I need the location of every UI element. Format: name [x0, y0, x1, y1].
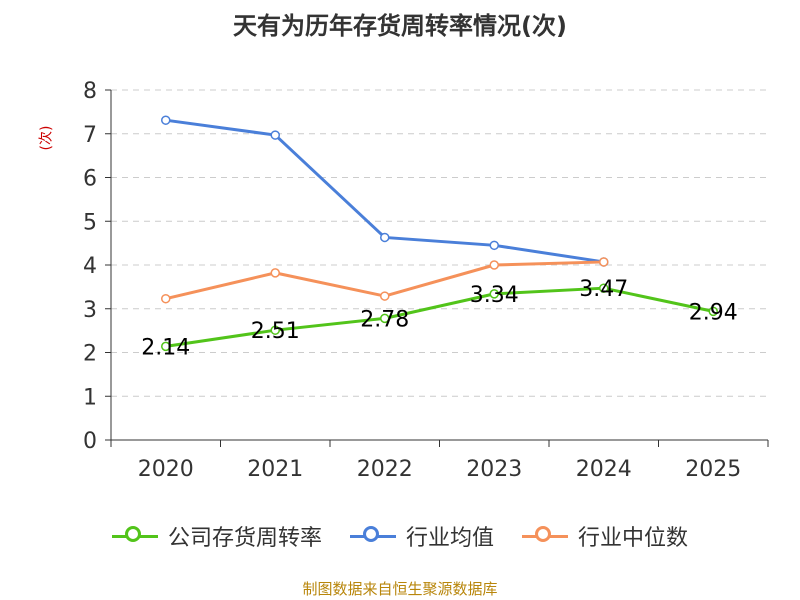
data-point	[161, 293, 171, 304]
data-point	[489, 289, 499, 299]
legend-label: 行业均值	[405, 526, 494, 551]
legend: 公司存货周转率 行业均值 行业中位数	[0, 520, 800, 552]
y-tick-label: 8	[83, 79, 97, 104]
x-tick-label: 2020	[138, 457, 194, 482]
axes: 0 1 2 3 4 5 6 7 8 2020 2021 2022 2023 2024 2025	[83, 79, 769, 482]
y-tick-label: 1	[83, 385, 97, 410]
x-tick-label: 2022	[357, 457, 413, 482]
x-tick-label: 2024	[576, 457, 632, 482]
y-tick-label: 2	[83, 342, 97, 367]
y-tick-label: 0	[83, 429, 97, 454]
data-point	[161, 341, 171, 352]
data-label: 2.51	[251, 319, 300, 344]
legend-item-0[interactable]: 公司存货周转率	[111, 520, 322, 552]
data-point	[599, 257, 609, 267]
data-label: 3.34	[470, 283, 519, 308]
series-group	[161, 115, 718, 352]
data-point	[270, 268, 280, 278]
legend-label: 公司存货周转率	[167, 526, 322, 551]
y-tick-label: 3	[83, 298, 97, 323]
grid-lines	[111, 89, 768, 397]
data-labels: 2.14 2.51 2.78 3.34 3.47 2.94	[141, 277, 737, 360]
legend-label: 行业中位数	[578, 526, 689, 551]
data-point	[270, 325, 280, 335]
data-point	[380, 313, 390, 324]
data-point	[708, 306, 718, 317]
data-label: 3.47	[579, 277, 628, 302]
legend-swatch-icon	[111, 524, 158, 548]
legend-swatch-icon	[349, 524, 396, 548]
x-tick-label: 2023	[466, 457, 522, 482]
series-line-0	[165, 286, 714, 348]
data-point	[161, 115, 171, 125]
data-label: 2.78	[360, 307, 409, 332]
legend-swatch-icon	[522, 524, 568, 548]
data-label: 2.14	[141, 335, 190, 360]
data-point	[380, 291, 390, 301]
data-point	[489, 260, 499, 270]
x-tick-label: 2025	[685, 457, 741, 482]
y-tick-label: 5	[83, 210, 97, 235]
source-note: 制图数据来自恒生聚源数据库	[302, 580, 498, 598]
x-tick-label: 2021	[247, 457, 303, 482]
chart-title: 天有为历年存货周转率情况(次)	[233, 12, 567, 40]
data-label: 2.94	[689, 300, 738, 325]
legend-item-2[interactable]: 行业中位数	[522, 520, 688, 552]
y-tick-label: 7	[83, 123, 97, 148]
data-point	[270, 130, 280, 140]
data-point	[380, 232, 390, 243]
y-tick-label: 4	[83, 254, 97, 279]
data-point	[599, 283, 609, 293]
data-point	[489, 240, 499, 251]
y-tick-label: 6	[83, 167, 97, 192]
legend-item-1[interactable]: 行业均值	[349, 520, 494, 552]
